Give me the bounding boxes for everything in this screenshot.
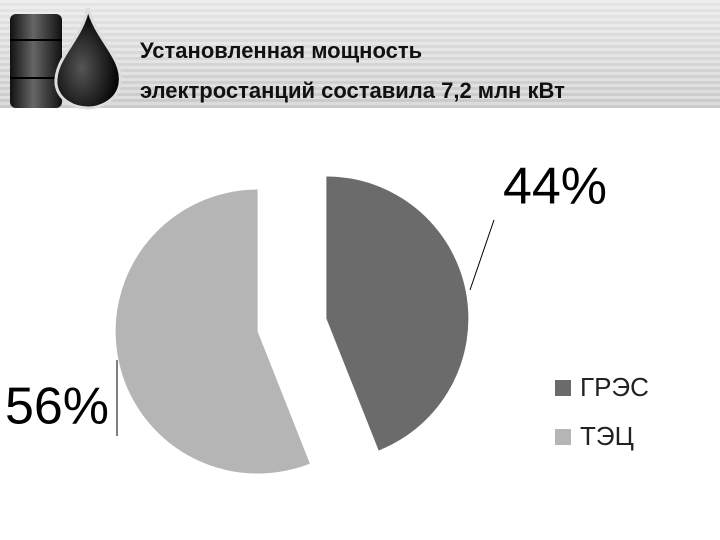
data-label: 56% — [5, 378, 109, 436]
leader-line — [469, 219, 495, 291]
data-label: 44% — [503, 158, 607, 216]
pie-slice — [115, 189, 310, 474]
pie-slice — [326, 176, 469, 451]
legend-label: ГРЭС — [580, 372, 649, 402]
title-line: Установленная мощность — [140, 38, 422, 63]
title-line: электростанций составила 7,2 млн кВт — [140, 78, 565, 103]
legend-swatch — [555, 380, 571, 396]
legend-swatch — [555, 429, 571, 445]
header-banner — [0, 0, 720, 110]
legend-label: ТЭЦ — [580, 421, 634, 451]
